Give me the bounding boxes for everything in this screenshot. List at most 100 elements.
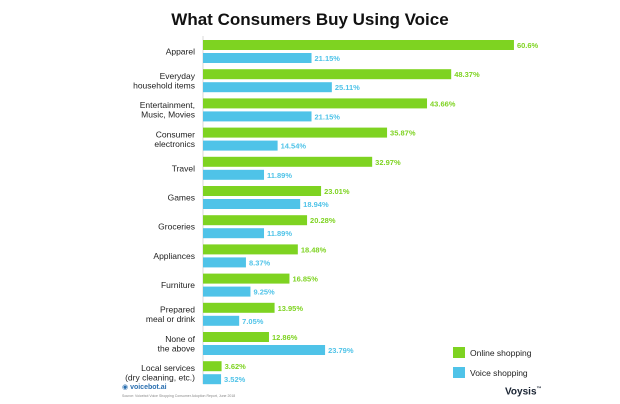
bar-voice-shopping <box>203 111 312 122</box>
value-label-voice: 3.52% <box>224 375 246 384</box>
category-group: Groceries 20.28% 11.89% <box>158 215 336 239</box>
bar-online-shopping <box>203 302 275 313</box>
value-label-voice: 11.89% <box>267 229 292 238</box>
category-label: Prepared meal or drink <box>146 305 196 325</box>
value-label-voice: 25.11% <box>335 83 360 92</box>
bar-online-shopping <box>203 215 308 226</box>
category-group: Consumer electronics 35.87% 14.54% <box>154 127 416 151</box>
value-label-online: 48.37% <box>454 70 480 79</box>
bar-online-shopping <box>203 244 298 255</box>
voysis-logo-text: Voysis <box>505 386 537 398</box>
source-note: Source: Voicebot Voice Shopping Consumer… <box>122 394 236 398</box>
value-label-voice: 18.94% <box>303 200 329 209</box>
bar-voice-shopping <box>203 82 332 93</box>
legend-swatch-online <box>453 347 465 358</box>
value-label-voice: 9.25% <box>253 288 275 297</box>
value-label-online: 32.97% <box>375 158 401 167</box>
category-label-line: None of <box>165 334 195 344</box>
voysis-logo: Voysis™ <box>505 386 542 397</box>
category-label: Games <box>168 193 195 203</box>
category-label: Travel <box>172 163 195 173</box>
bar-online-shopping <box>203 98 428 109</box>
legend-label-online: Online shopping <box>470 348 532 358</box>
bar-online-shopping <box>203 156 373 167</box>
bar-online-shopping <box>203 273 290 284</box>
value-label-online: 23.01% <box>324 187 350 196</box>
category-label: None of the above <box>158 334 196 354</box>
category-label-line: Entertainment, <box>140 100 195 110</box>
category-group: Apparel 60.6% 21.15% <box>166 40 539 63</box>
category-group: Local services (dry cleaning, etc.) 3.62% 3… <box>125 361 247 385</box>
category-label-line: Apparel <box>166 47 195 57</box>
bar-voice-shopping <box>203 199 301 209</box>
value-label-online: 12.86% <box>272 333 298 342</box>
category-label-line: Local services <box>141 363 195 373</box>
bar-voice-shopping <box>203 374 222 385</box>
legend: Online shopping Voice shopping <box>453 347 532 378</box>
value-label-voice: 23.79% <box>328 346 354 355</box>
bar-voice-shopping <box>203 169 265 180</box>
value-label-voice: 11.89% <box>267 171 292 180</box>
bar-voice-shopping <box>203 345 326 355</box>
bar-online-shopping <box>203 332 269 342</box>
category-group: Everyday household items 48.37% 25.11% <box>133 69 480 93</box>
value-label-online: 20.28% <box>310 216 336 225</box>
category-label: Furniture <box>161 280 195 290</box>
value-label-online: 43.66% <box>430 99 456 108</box>
category-label-line: Prepared <box>160 305 195 315</box>
category-group: Entertainment, Music, Movies 43.66% 21.15% <box>140 98 456 122</box>
bar-online-shopping <box>203 186 322 196</box>
voicebot-logo-icon: ◉ <box>122 384 129 391</box>
category-label: Appliances <box>153 251 195 261</box>
bar-voice-shopping <box>203 286 251 297</box>
value-label-online: 35.87% <box>390 129 416 138</box>
category-label-line: Games <box>168 193 195 203</box>
bar-online-shopping <box>203 361 222 372</box>
value-label-online: 60.6% <box>517 41 539 50</box>
category-label: Entertainment, Music, Movies <box>140 100 195 120</box>
chart-title: What Consumers Buy Using Voice <box>171 10 449 29</box>
category-label-line: electronics <box>154 139 195 149</box>
category-group: Travel 32.97% 11.89% <box>172 156 401 180</box>
category-label: Groceries <box>158 222 195 232</box>
category-group: Furniture 16.85% 9.25% <box>161 273 318 297</box>
category-label-line: Music, Movies <box>141 110 195 120</box>
value-label-voice: 21.15% <box>315 112 341 121</box>
category-label: Everyday household items <box>133 71 196 91</box>
value-label-online: 18.48% <box>301 245 327 254</box>
category-group: Games 23.01% 18.94% <box>168 186 350 209</box>
category-label-line: Travel <box>172 163 195 173</box>
category-label-line: Furniture <box>161 280 195 290</box>
voicebot-logo: ◉ voicebot.ai <box>122 383 167 391</box>
category-label-line: Consumer <box>156 129 195 139</box>
bar-voice-shopping <box>203 53 312 63</box>
bar-voice-shopping <box>203 257 246 268</box>
value-label-online: 16.85% <box>292 275 318 284</box>
bar-voice-shopping <box>203 228 265 239</box>
bar-online-shopping <box>203 69 452 80</box>
category-group: Appliances 18.48% 8.37% <box>153 244 327 268</box>
bar-voice-shopping <box>203 315 240 326</box>
category-label-line: meal or drink <box>146 314 196 324</box>
value-label-online: 13.95% <box>278 304 304 313</box>
category-group: None of the above 12.86% 23.79% <box>158 332 354 355</box>
category-label: Consumer electronics <box>154 129 195 149</box>
category-label-line: Everyday <box>160 71 196 81</box>
bar-online-shopping <box>203 40 514 50</box>
bar-online-shopping <box>203 127 388 138</box>
value-label-voice: 21.15% <box>315 54 341 63</box>
category-group: Prepared meal or drink 13.95% 7.05% <box>146 302 304 326</box>
category-label: Apparel <box>166 47 195 57</box>
category-label-line: Groceries <box>158 222 195 232</box>
voicebot-logo-text: voicebot.ai <box>130 384 167 391</box>
category-label-line: household items <box>133 80 195 90</box>
voysis-trademark: ™ <box>536 386 542 392</box>
legend-label-voice: Voice shopping <box>470 368 528 378</box>
category-label-line: the above <box>158 343 196 353</box>
bar-voice-shopping <box>203 140 278 151</box>
legend-swatch-voice <box>453 367 465 378</box>
value-label-online: 3.62% <box>225 362 247 371</box>
category-label: Local services (dry cleaning, etc.) <box>125 363 195 383</box>
value-label-voice: 14.54% <box>281 142 307 151</box>
